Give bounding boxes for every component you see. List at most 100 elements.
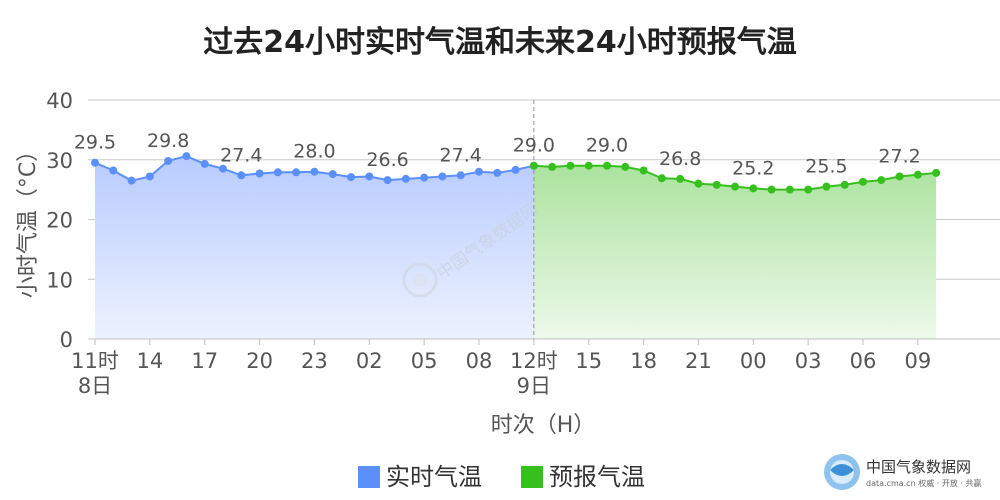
data-label: 26.6	[366, 149, 408, 171]
data-point[interactable]	[529, 161, 538, 170]
data-point[interactable]	[127, 176, 136, 185]
data-labels: 29.5 29.8 27.4 28.0 26.6 27.4 29.0 29.0 26.8 25.2…	[74, 130, 921, 179]
logo-name: 中国气象数据网	[866, 458, 971, 476]
data-point[interactable]	[292, 168, 301, 177]
data-label: 27.4	[440, 144, 482, 166]
x-tick-label: 00	[740, 349, 767, 373]
data-points	[91, 152, 941, 194]
x-tick-label: 08	[466, 349, 493, 373]
legend: 实时气温 预报气温	[358, 463, 645, 491]
x-tick-label: 09	[904, 349, 931, 373]
x-tick-label: 06	[850, 349, 877, 373]
series-area	[533, 165, 937, 339]
data-point[interactable]	[219, 164, 227, 173]
data-point[interactable]	[566, 161, 575, 170]
data-label: 27.4	[220, 144, 262, 166]
data-point[interactable]	[145, 172, 154, 181]
data-label: 25.5	[805, 156, 847, 178]
legend-swatch[interactable]	[521, 466, 543, 488]
chart-title: 过去24小时实时气温和未来24小时预报气温	[203, 25, 797, 60]
data-point[interactable]	[347, 173, 355, 182]
x-tick-label: 12时	[510, 349, 558, 373]
data-point[interactable]	[822, 182, 831, 191]
data-point[interactable]	[182, 152, 191, 161]
data-label: 28.0	[293, 141, 335, 163]
y-axis-label: 小时气温（°C）	[16, 140, 41, 298]
logo-subtitle: data.cma.cn 权威 · 开放 · 共赢	[866, 478, 981, 488]
y-tick-label: 10	[46, 268, 73, 292]
x-tick-label: 17	[191, 349, 218, 373]
x-tick-label: 11时	[71, 349, 119, 373]
data-point[interactable]	[621, 162, 630, 171]
data-point[interactable]	[328, 170, 337, 179]
data-point[interactable]	[785, 185, 794, 194]
x-tick-date-label: 9日	[517, 374, 551, 398]
data-point[interactable]	[877, 176, 886, 185]
data-point[interactable]	[712, 180, 721, 189]
data-point[interactable]	[310, 167, 319, 176]
cma-logo-icon	[824, 454, 860, 490]
x-tick-label: 20	[246, 349, 273, 373]
data-point[interactable]	[804, 185, 813, 194]
data-point[interactable]	[895, 172, 904, 181]
x-tick-label: 15	[575, 349, 602, 373]
y-tick-label: 40	[46, 89, 73, 113]
x-tick-label: 02	[356, 349, 383, 373]
y-tick-label: 30	[46, 149, 73, 173]
data-point[interactable]	[493, 168, 502, 177]
data-point[interactable]	[200, 159, 209, 168]
data-point[interactable]	[932, 168, 941, 177]
data-point[interactable]	[657, 174, 666, 183]
data-point[interactable]	[237, 171, 246, 180]
area-fills	[95, 156, 937, 339]
data-point[interactable]	[383, 176, 392, 185]
legend-swatch[interactable]	[358, 466, 380, 488]
data-point[interactable]	[767, 185, 776, 194]
legend-label[interactable]: 预报气温	[549, 463, 645, 491]
x-axis-label: 时次（H）	[491, 413, 596, 438]
data-label: 25.2	[732, 157, 774, 179]
data-point[interactable]	[475, 167, 483, 176]
data-point[interactable]	[731, 182, 739, 191]
x-tick-date-label: 8日	[78, 374, 112, 398]
series-area	[95, 156, 534, 339]
data-label: 29.5	[74, 132, 116, 154]
data-point[interactable]	[548, 162, 557, 171]
data-point[interactable]	[913, 170, 922, 179]
data-point[interactable]	[639, 166, 648, 175]
data-point[interactable]	[91, 158, 99, 167]
data-point[interactable]	[109, 166, 118, 175]
data-label: 29.8	[147, 130, 189, 152]
legend-label[interactable]: 实时气温	[386, 463, 482, 491]
data-point[interactable]	[840, 180, 849, 189]
data-point[interactable]	[859, 177, 867, 186]
data-point[interactable]	[273, 168, 282, 177]
data-point[interactable]	[255, 169, 264, 178]
x-tick-label: 14	[136, 349, 163, 373]
data-point[interactable]	[749, 184, 758, 193]
data-point[interactable]	[676, 174, 685, 183]
data-point[interactable]	[164, 156, 173, 165]
data-label: 29.0	[586, 135, 628, 157]
data-point[interactable]	[456, 171, 465, 180]
watermark-logo-icon	[402, 262, 438, 298]
data-label: 27.2	[878, 145, 920, 167]
data-point[interactable]	[584, 161, 593, 170]
data-point[interactable]	[401, 174, 410, 183]
logo: 中国气象数据网 data.cma.cn 权威 · 开放 · 共赢	[824, 454, 981, 490]
data-point[interactable]	[603, 161, 611, 170]
data-point[interactable]	[511, 165, 520, 174]
y-tick-label: 20	[46, 209, 73, 233]
data-point[interactable]	[694, 179, 703, 188]
x-tick-label: 05	[411, 349, 438, 373]
y-tick-label: 0	[60, 328, 73, 352]
data-label: 26.8	[659, 148, 701, 170]
data-label: 29.0	[513, 135, 555, 157]
data-point[interactable]	[365, 172, 374, 181]
data-point[interactable]	[438, 172, 447, 181]
x-tick-label: 21	[685, 349, 712, 373]
data-point[interactable]	[420, 173, 429, 182]
